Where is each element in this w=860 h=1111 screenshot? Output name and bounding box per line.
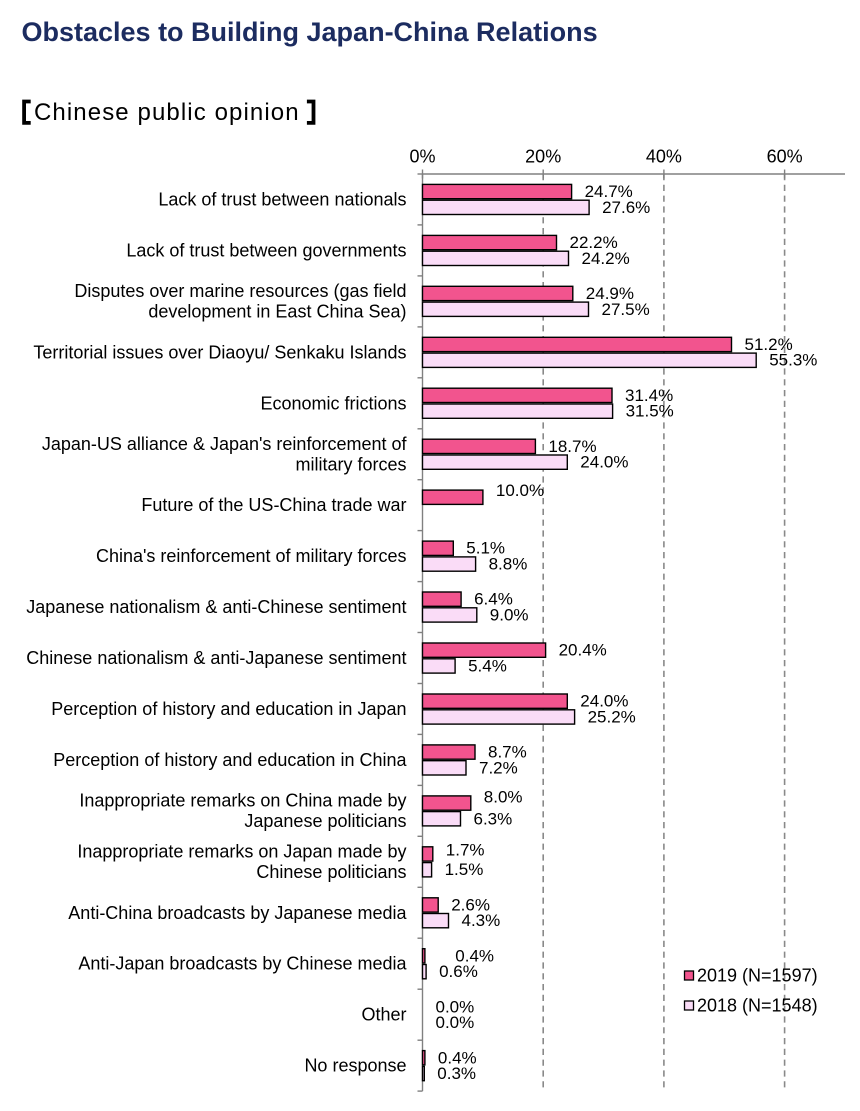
svg-text:25.2%: 25.2% bbox=[588, 707, 636, 726]
svg-text:31.4%: 31.4% bbox=[625, 386, 673, 405]
svg-text:development in East China Sea): development in East China Sea) bbox=[148, 302, 406, 322]
svg-text:24.0%: 24.0% bbox=[580, 453, 628, 472]
svg-text:Japanese nationalism & anti-Ch: Japanese nationalism & anti-Chinese sent… bbox=[26, 597, 406, 617]
svg-text:Territorial issues over Diaoyu: Territorial issues over Diaoyu/ Senkaku … bbox=[33, 342, 406, 362]
svg-text:9.0%: 9.0% bbox=[490, 606, 529, 625]
svg-text:Other: Other bbox=[361, 1005, 406, 1025]
svg-text:military forces: military forces bbox=[295, 454, 406, 474]
svg-text:Anti-Japan broadcasts by Chine: Anti-Japan broadcasts by Chinese media bbox=[78, 954, 407, 974]
svg-text:27.6%: 27.6% bbox=[602, 198, 650, 217]
svg-text:8.7%: 8.7% bbox=[488, 743, 527, 762]
svg-text:24.9%: 24.9% bbox=[586, 284, 634, 303]
svg-text:24.2%: 24.2% bbox=[582, 249, 630, 268]
svg-text:Future of the US-China trade w: Future of the US-China trade war bbox=[141, 495, 406, 515]
svg-text:Japanese politicians: Japanese politicians bbox=[244, 811, 406, 831]
svg-text:20.4%: 20.4% bbox=[559, 641, 607, 660]
svg-text:31.5%: 31.5% bbox=[626, 402, 674, 421]
svg-text:Chinese nationalism & anti-Jap: Chinese nationalism & anti-Japanese sent… bbox=[26, 648, 406, 668]
svg-text:Lack of trust between national: Lack of trust between nationals bbox=[158, 190, 406, 210]
svg-text:5.4%: 5.4% bbox=[468, 656, 507, 675]
svg-text:4.3%: 4.3% bbox=[462, 911, 501, 930]
svg-text:24.7%: 24.7% bbox=[585, 182, 633, 201]
svg-text:2.6%: 2.6% bbox=[451, 895, 490, 914]
svg-text:0.3%: 0.3% bbox=[437, 1064, 476, 1083]
svg-text:Disputes over marine resources: Disputes over marine resources (gas fiel… bbox=[74, 281, 406, 301]
svg-text:0.6%: 0.6% bbox=[439, 962, 478, 981]
svg-text:51.2%: 51.2% bbox=[745, 335, 793, 354]
svg-text:40%: 40% bbox=[646, 147, 682, 167]
svg-text:24.0%: 24.0% bbox=[580, 692, 628, 711]
svg-text:1.5%: 1.5% bbox=[445, 860, 484, 879]
svg-text:7.2%: 7.2% bbox=[479, 758, 518, 777]
svg-text:0.0%: 0.0% bbox=[436, 997, 475, 1016]
svg-text:Economic frictions: Economic frictions bbox=[260, 393, 406, 413]
svg-text:22.2%: 22.2% bbox=[570, 233, 618, 252]
svg-text:Anti-China broadcasts by Japan: Anti-China broadcasts by Japanese media bbox=[68, 903, 407, 923]
svg-text:5.1%: 5.1% bbox=[466, 539, 505, 558]
svg-text:Perception of history and educ: Perception of history and education in J… bbox=[51, 699, 406, 719]
svg-text:18.7%: 18.7% bbox=[548, 437, 596, 456]
svg-text:Chinese politicians: Chinese politicians bbox=[256, 862, 406, 882]
svg-text:Inappropriate remarks on Japan: Inappropriate remarks on Japan made by bbox=[77, 842, 406, 862]
svg-text:0.0%: 0.0% bbox=[436, 1013, 475, 1032]
svg-text:2018 (N=1548): 2018 (N=1548) bbox=[697, 996, 818, 1016]
svg-text:6.3%: 6.3% bbox=[474, 809, 513, 828]
svg-text:0.4%: 0.4% bbox=[455, 946, 494, 965]
svg-text:0%: 0% bbox=[409, 147, 435, 167]
svg-text:Obstacles to Building Japan-Ch: Obstacles to Building Japan-China Relati… bbox=[22, 17, 598, 47]
svg-text:20%: 20% bbox=[525, 147, 561, 167]
svg-text:Japan-US alliance & Japan's re: Japan-US alliance & Japan's reinforcemen… bbox=[42, 434, 408, 454]
svg-text:55.3%: 55.3% bbox=[769, 351, 817, 370]
svg-text:Chinese public opinion: Chinese public opinion bbox=[34, 99, 300, 126]
svg-text:8.0%: 8.0% bbox=[484, 788, 523, 807]
svg-text:2019 (N=1597): 2019 (N=1597) bbox=[697, 966, 818, 986]
svg-text:No response: No response bbox=[304, 1056, 406, 1076]
svg-text:8.8%: 8.8% bbox=[489, 555, 528, 574]
svg-text:Lack of trust between governme: Lack of trust between governments bbox=[126, 240, 406, 260]
svg-text:China's reinforcement of milit: China's reinforcement of military forces bbox=[96, 546, 407, 566]
svg-text:10.0%: 10.0% bbox=[496, 481, 544, 500]
svg-text:60%: 60% bbox=[767, 147, 803, 167]
svg-text:1.7%: 1.7% bbox=[446, 840, 485, 859]
svg-text:6.4%: 6.4% bbox=[474, 590, 513, 609]
svg-text:27.5%: 27.5% bbox=[602, 300, 650, 319]
svg-text:0.4%: 0.4% bbox=[438, 1048, 477, 1067]
svg-text:Perception of history and educ: Perception of history and education in C… bbox=[53, 750, 407, 770]
svg-text:Inappropriate remarks on China: Inappropriate remarks on China made by bbox=[79, 791, 406, 811]
